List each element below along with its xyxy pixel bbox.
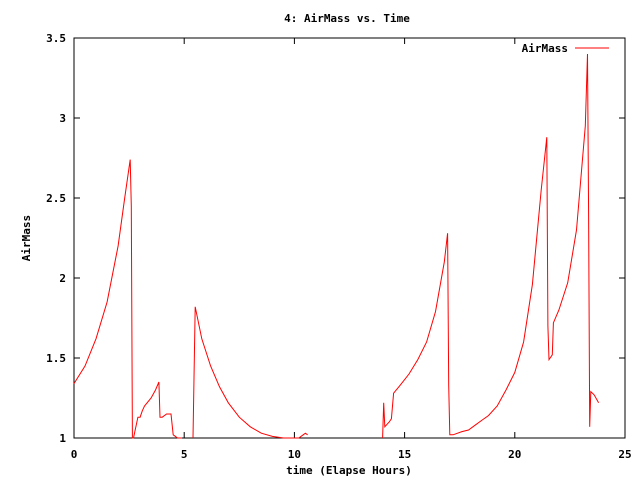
plot-frame <box>73 37 626 439</box>
x-axis-label: time (Elapse Hours) <box>286 464 412 477</box>
legend: AirMass <box>522 42 609 55</box>
y-tick-label: 1.5 <box>46 352 66 365</box>
y-axis-label: AirMass <box>20 215 33 261</box>
y-tick-label: 2.5 <box>46 192 66 205</box>
y-tick-label: 3.5 <box>46 32 66 45</box>
chart-title: 4: AirMass vs. Time <box>284 12 410 25</box>
x-tick-label: 5 <box>181 448 188 461</box>
series-line <box>382 53 600 439</box>
y-tick-label: 1 <box>59 432 66 445</box>
x-tick-label: 0 <box>71 448 78 461</box>
x-tick-label: 25 <box>618 448 631 461</box>
series-lines <box>73 53 600 439</box>
y-tick-label: 3 <box>59 112 66 125</box>
legend-label: AirMass <box>522 42 568 55</box>
x-tick-label: 20 <box>508 448 521 461</box>
axis-ticks: 0 5 10 15 20 25 1 1.5 2 2.5 3 3.5 <box>46 32 632 461</box>
series-line <box>73 159 308 439</box>
y-tick-label: 2 <box>59 272 66 285</box>
x-tick-label: 15 <box>398 448 411 461</box>
x-tick-label: 10 <box>288 448 301 461</box>
